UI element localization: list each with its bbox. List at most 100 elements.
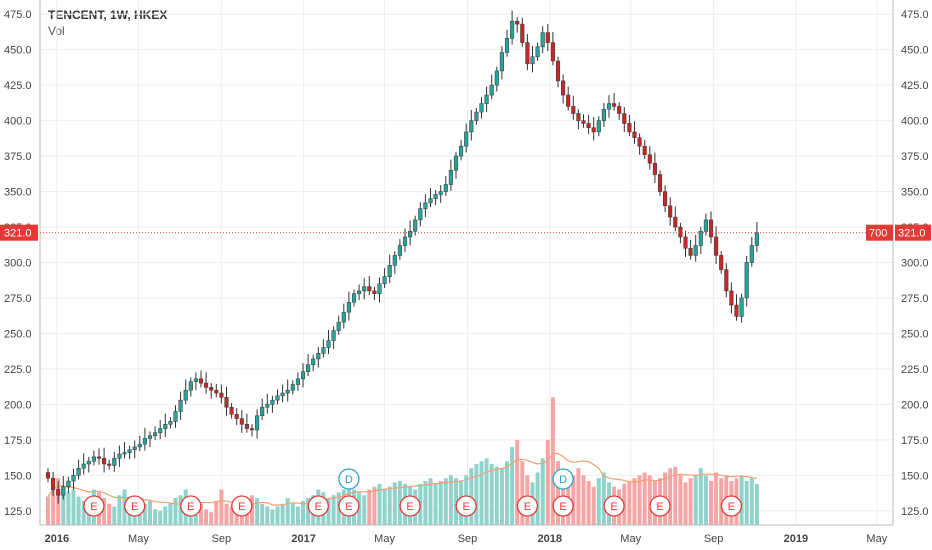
candle-body <box>555 60 561 82</box>
candle-body <box>244 424 249 429</box>
candle-body <box>561 80 566 96</box>
volume-bar <box>739 475 744 525</box>
volume-bar <box>285 498 290 525</box>
x-tick-label: May <box>374 533 395 545</box>
marker-circle <box>603 495 625 517</box>
volume-bar <box>270 509 275 525</box>
last-price-label-right: 321.0 <box>898 228 926 240</box>
volume-bar <box>326 498 331 525</box>
volume-bar <box>474 463 479 525</box>
last-price-label-left: 321.0 <box>4 228 32 240</box>
marker-circle <box>231 495 253 517</box>
candle-body <box>459 145 464 157</box>
earnings-marker: E <box>720 495 743 517</box>
volume-bar <box>515 439 520 525</box>
candle-body <box>525 42 530 65</box>
candle-body <box>193 378 198 382</box>
candle-body <box>484 94 489 104</box>
y-tick-label-right: 225.0 <box>901 364 929 376</box>
candle-body <box>673 216 678 228</box>
x-tick-label: May <box>866 533 887 545</box>
candle-body <box>469 120 474 133</box>
volume-bar <box>331 495 336 525</box>
y-tick-label-left: 200.0 <box>4 399 32 411</box>
candle-body <box>112 458 117 466</box>
volume-bar <box>673 466 678 525</box>
candle-body <box>596 120 601 133</box>
candle-body <box>703 219 708 232</box>
marker-circle <box>399 495 421 517</box>
volume-bar <box>586 481 591 525</box>
volume-bar <box>234 509 239 525</box>
volume-bar <box>117 495 122 525</box>
marker-circle <box>338 495 360 517</box>
y-tick-label-left: 125.0 <box>4 506 32 518</box>
candle-body <box>76 467 81 476</box>
candle-body <box>173 411 178 422</box>
earnings-marker: E <box>399 495 421 517</box>
candle-body <box>265 404 270 408</box>
candle-body <box>576 113 581 121</box>
candle-body <box>336 321 341 331</box>
y-tick-label-left: 450.0 <box>4 45 32 57</box>
volume-bar <box>693 475 698 525</box>
candle-body <box>530 56 535 65</box>
candle-body <box>224 397 229 408</box>
candle-body <box>351 293 357 303</box>
candle-body <box>499 52 504 72</box>
candle-body <box>397 245 402 256</box>
candle-body <box>678 226 683 238</box>
candle-body <box>535 46 540 58</box>
candle-body <box>326 340 331 348</box>
candle-body <box>239 418 244 425</box>
volume-bar <box>469 468 474 525</box>
candle-body <box>657 174 663 192</box>
candle-body <box>382 276 387 285</box>
candle-body <box>209 387 214 391</box>
candle-body <box>270 399 275 405</box>
volume-bar <box>556 461 560 525</box>
volume-bar <box>102 498 107 525</box>
candle-body <box>346 301 351 313</box>
candle-body <box>438 191 443 195</box>
volume-bar <box>678 475 683 525</box>
y-tick-label-left: 350.0 <box>4 187 32 199</box>
volume-bar <box>423 481 428 525</box>
volume-bar <box>209 512 214 525</box>
volume-bar <box>668 468 673 525</box>
volume-bar <box>698 468 703 525</box>
y-tick-label-left: 475.0 <box>4 9 32 21</box>
volume-bar <box>596 478 601 525</box>
earnings-marker: E <box>180 495 202 517</box>
candle-body <box>295 378 300 385</box>
volume-bar <box>76 496 81 525</box>
volume-bar <box>632 478 637 525</box>
volume-bar <box>51 482 56 525</box>
candle-body <box>183 389 188 401</box>
y-tick-label-left: 275.0 <box>4 293 32 305</box>
volume-bar <box>520 461 525 525</box>
volume-bar <box>372 486 377 525</box>
volume-bar <box>576 468 581 525</box>
volume-bar <box>591 486 596 525</box>
candle-body <box>300 371 306 380</box>
volume-bar <box>275 506 280 525</box>
candle-body <box>367 286 372 292</box>
candle-body <box>316 353 321 360</box>
volume-label: Vol <box>48 24 65 38</box>
x-tick-label: May <box>128 533 149 545</box>
candle-body <box>632 131 637 138</box>
volume-bar <box>433 483 438 525</box>
candle-body <box>341 311 346 323</box>
candle-body <box>545 32 550 43</box>
marker-label: E <box>315 501 322 513</box>
candle-body <box>566 94 571 107</box>
candle-body <box>423 202 428 209</box>
candle-body <box>443 184 448 192</box>
volume-bar <box>168 503 173 525</box>
marker-label: E <box>238 501 245 513</box>
candle-body <box>219 392 224 398</box>
volume-bar <box>448 475 453 525</box>
volume-bar <box>199 503 203 525</box>
